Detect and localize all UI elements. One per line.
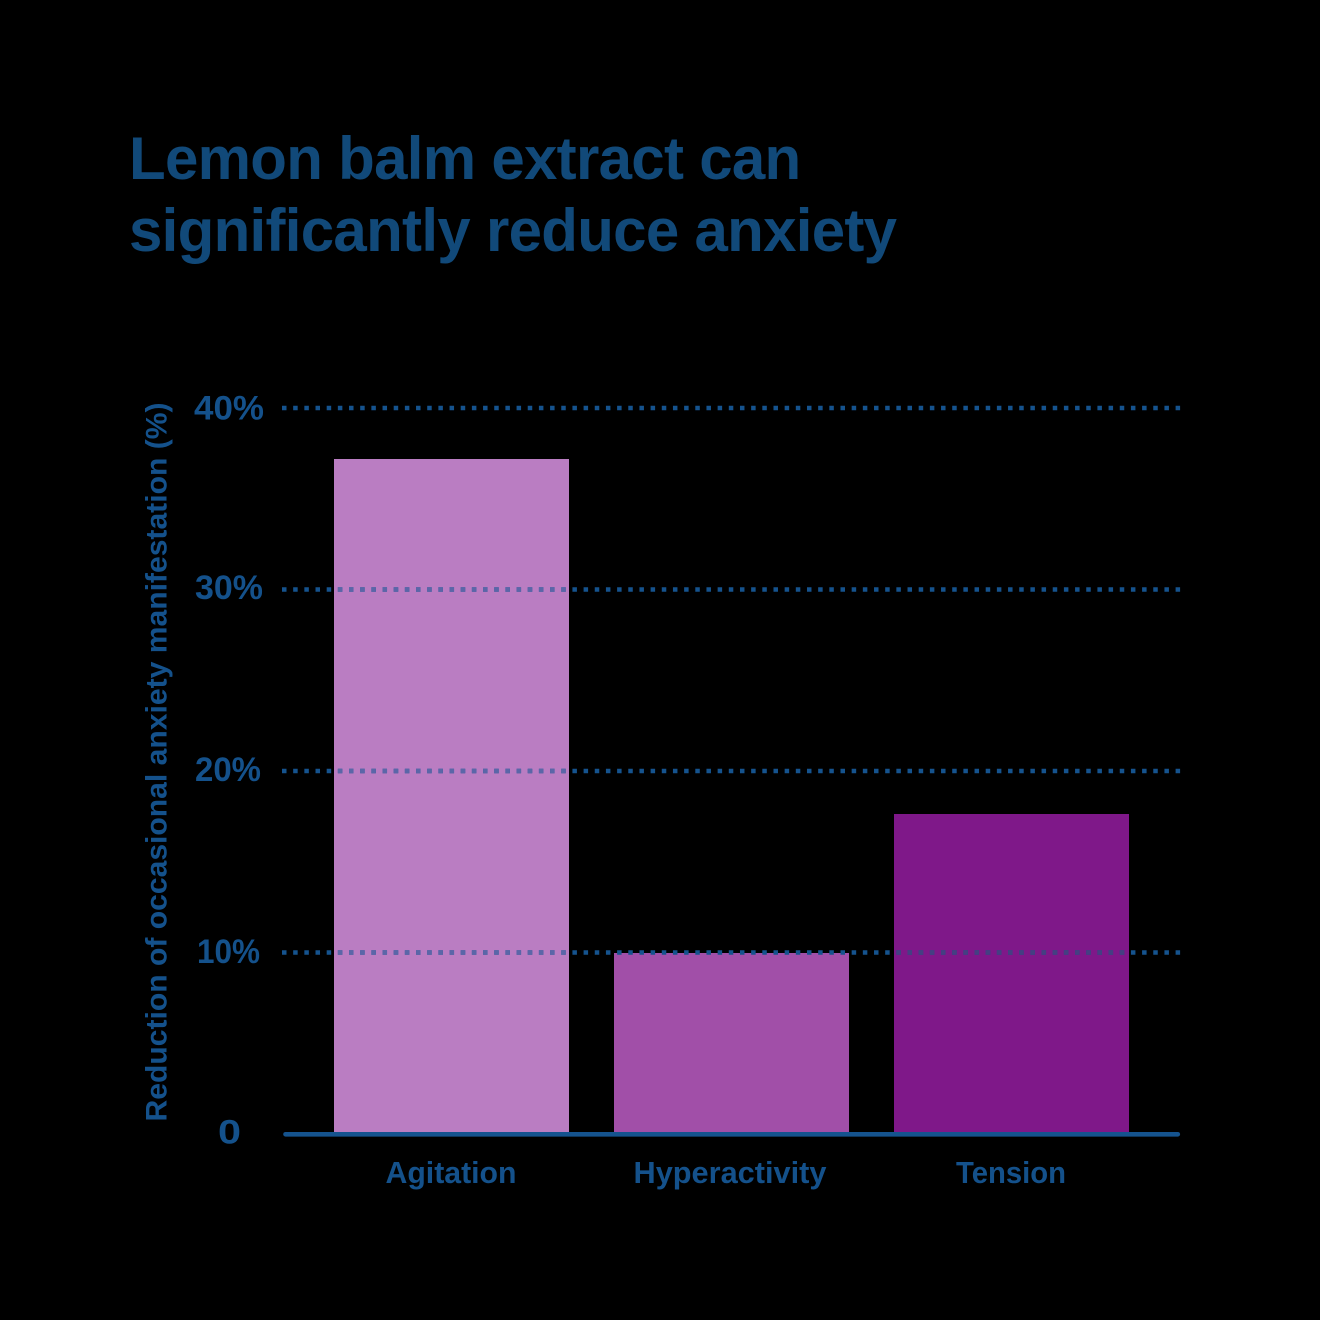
svg-text:Lemon balm extract can: Lemon balm extract can	[129, 125, 801, 192]
svg-text:40%: 40%	[194, 390, 264, 428]
svg-text:Hyperactivity: Hyperactivity	[634, 1155, 828, 1190]
svg-text:30%: 30%	[195, 569, 263, 607]
svg-text:10%: 10%	[197, 933, 260, 971]
svg-text:20%: 20%	[195, 751, 261, 789]
svg-text:Agitation: Agitation	[386, 1155, 517, 1190]
svg-text:Tension: Tension	[956, 1155, 1066, 1190]
svg-text:significantly reduce anxiety: significantly reduce anxiety	[129, 197, 898, 264]
svg-text:Reduction of occasional anxiet: Reduction of occasional anxiety manifest…	[141, 403, 174, 1122]
svg-text:0: 0	[218, 1114, 241, 1152]
